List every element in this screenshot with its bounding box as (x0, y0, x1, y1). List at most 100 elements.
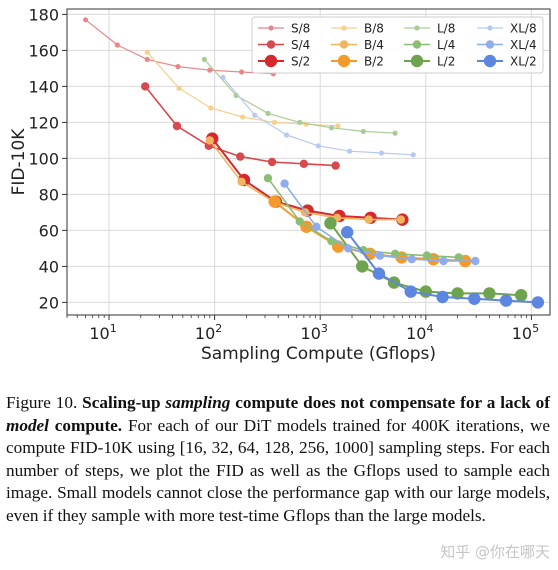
legend-item: L/8 (404, 22, 455, 36)
x-tick-label: 101 (89, 322, 116, 343)
legend-marker (414, 25, 420, 31)
data-point (356, 260, 369, 273)
data-point (483, 287, 496, 300)
legend-label: L/2 (437, 55, 455, 69)
legend-label: L/8 (437, 22, 455, 36)
data-point (372, 267, 386, 280)
data-point (252, 112, 258, 118)
axis-ticks: 20 40 60 80 100 120 140 160 180 101 102 103 104 105 (28, 5, 539, 343)
data-point (404, 285, 417, 298)
y-axis-label: FID-10K (9, 128, 29, 196)
legend-item: XL/8 (477, 22, 537, 36)
data-point (271, 119, 277, 125)
y-tick-label: 120 (28, 113, 59, 132)
caption-title: Scaling-up sampling compute does not com… (6, 393, 550, 435)
data-point (201, 56, 207, 63)
legend-label: B/2 (364, 55, 384, 69)
y-tick-label: 100 (28, 149, 59, 168)
legend-label: XL/8 (510, 22, 537, 36)
data-point (410, 152, 416, 158)
data-point (439, 256, 448, 266)
y-tick-label: 140 (28, 77, 59, 96)
data-point (280, 179, 289, 188)
legend-marker (487, 25, 493, 31)
data-point (144, 49, 150, 55)
data-point (237, 177, 246, 186)
data-point (335, 123, 341, 129)
data-point (176, 85, 182, 91)
legend-marker (483, 54, 497, 68)
data-point (205, 136, 214, 145)
data-point (114, 42, 120, 48)
fid-vs-compute-chart: 20 40 60 80 100 120 140 160 180 101 102 103 104 105 S… (9, 5, 551, 364)
data-point (396, 215, 406, 224)
legend-marker (339, 40, 349, 49)
data-point (265, 110, 271, 116)
legend-item: S/8 (258, 22, 310, 36)
legend-label: S/2 (291, 55, 310, 69)
legend-label: L/4 (437, 38, 455, 52)
data-point (360, 128, 366, 134)
legend-label: XL/2 (510, 55, 537, 69)
data-point (419, 285, 433, 298)
data-point (239, 114, 246, 120)
y-tick-label: 180 (28, 5, 59, 24)
x-tick-label: 102 (195, 322, 222, 343)
legend-item: S/2 (258, 55, 310, 69)
legend-label: B/8 (364, 22, 384, 36)
data-point (514, 289, 528, 302)
data-point (375, 251, 385, 260)
legend-marker (341, 25, 347, 31)
legend-marker (264, 54, 278, 68)
data-point (422, 251, 432, 260)
legend-marker (266, 40, 276, 49)
data-point (328, 125, 335, 131)
data-point (172, 121, 182, 131)
data-point (175, 64, 181, 70)
data-point (207, 67, 213, 73)
legend-label: B/4 (364, 38, 384, 52)
series-XL-4 (280, 179, 480, 266)
plot-frame (66, 8, 551, 316)
series-L-2 (324, 217, 528, 302)
data-point (499, 294, 513, 307)
data-point (364, 215, 373, 224)
legend-marker (337, 54, 351, 68)
legend-item: XL/4 (477, 38, 537, 52)
data-point (208, 105, 214, 111)
data-point (312, 222, 321, 231)
data-point (268, 195, 281, 208)
series-line (222, 77, 414, 156)
data-point (340, 226, 354, 239)
legend-item: L/4 (404, 38, 455, 52)
legend-item: B/8 (331, 22, 384, 36)
series-L-4 (263, 174, 463, 262)
data-point (295, 217, 304, 226)
legend-marker (485, 40, 495, 49)
data-point (315, 143, 321, 149)
x-tick-label: 105 (512, 322, 539, 343)
data-point (390, 249, 400, 258)
series-XL-8 (220, 74, 416, 158)
data-point (267, 157, 277, 167)
data-point (220, 74, 226, 80)
data-point (238, 69, 245, 75)
legend-label: S/8 (291, 22, 310, 36)
series-S-8 (82, 17, 276, 77)
figure-caption: Figure 10. Scaling-up sampling compute d… (6, 392, 550, 528)
legend-item: XL/2 (477, 55, 537, 69)
data-point (392, 130, 398, 136)
series-S-4 (140, 82, 340, 170)
series-layer (82, 17, 545, 309)
data-point (451, 287, 464, 300)
data-point (236, 152, 245, 161)
series-B-8 (144, 49, 341, 129)
data-point (468, 292, 481, 305)
data-point (531, 296, 545, 309)
legend-marker (412, 40, 422, 49)
x-tick-label: 104 (406, 322, 433, 343)
data-point (343, 244, 353, 253)
y-tick-label: 40 (39, 257, 59, 276)
x-axis-label: Sampling Compute (Gflops) (201, 344, 436, 364)
y-tick-label: 80 (39, 185, 59, 204)
